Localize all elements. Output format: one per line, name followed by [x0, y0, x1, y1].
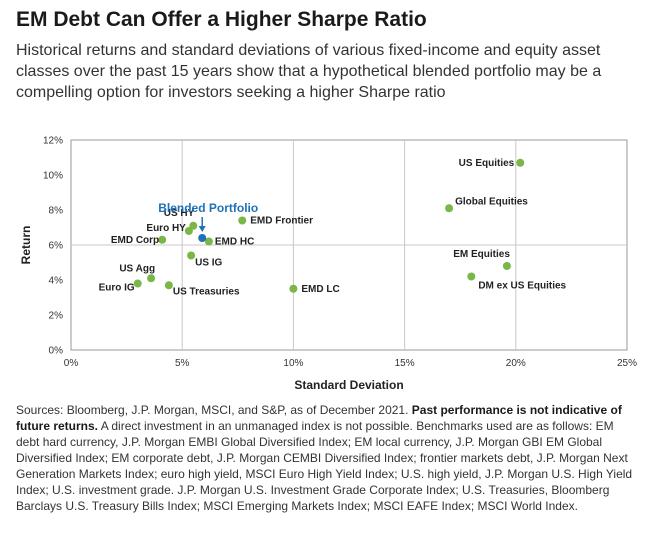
sources-disclaimer: Past performance is not indicative of fu… [16, 403, 622, 433]
data-point [133, 279, 142, 288]
x-tick-label: 0% [64, 358, 79, 369]
data-point [516, 158, 525, 167]
data-labels: US Equities Global Equities EM Equities DM … [99, 158, 567, 298]
x-tick-label: 10% [283, 358, 303, 369]
data-point [189, 221, 198, 230]
data-label: US IG [195, 258, 222, 269]
x-tick-label: 15% [395, 358, 415, 369]
data-point [445, 204, 454, 213]
scatter-chart: 0% 5% 10% 15% 20% 25% 0% 2% 4% 6% 8% 10% 12% Standar… [19, 136, 637, 393]
data-label: Euro IG [99, 283, 135, 294]
blended-portfolio-label: Blended Portfolio [158, 201, 258, 215]
data-label: Euro HY [146, 223, 186, 234]
sources-prefix: Sources: Bloomberg, J.P. Morgan, MSCI, a… [16, 403, 412, 417]
data-point [147, 274, 156, 283]
data-label: EMD HC [215, 237, 254, 248]
data-point [204, 237, 213, 246]
data-point [502, 262, 511, 270]
x-axis-title: Standard Deviation [294, 378, 403, 392]
axis-ticks: 0% 5% 10% 15% 20% 25% 0% 2% 4% 6% 8% 10% 12% [43, 136, 637, 370]
data-point [164, 281, 173, 290]
data-label: EM Equities [453, 249, 510, 260]
y-tick-label: 0% [49, 346, 64, 357]
data-point [184, 227, 193, 235]
data-label: US HY [164, 208, 195, 219]
y-tick-label: 2% [49, 311, 64, 322]
gridlines [70, 139, 628, 351]
data-label: US Agg [119, 263, 155, 274]
sources-note: Sources: Bloomberg, J.P. Morgan, MSCI, a… [16, 402, 634, 514]
blended-portfolio-arrowhead [198, 226, 206, 232]
data-label: US Equities [459, 158, 515, 169]
data-point [289, 284, 298, 293]
y-tick-label: 6% [49, 241, 64, 252]
data-point [158, 235, 167, 244]
y-tick-label: 12% [43, 136, 63, 147]
y-axis-title: Return [19, 226, 33, 265]
x-tick-label: 5% [175, 358, 190, 369]
chart-title: EM Debt Can Offer a Higher Sharpe Ratio [16, 8, 427, 31]
chart-subtitle: Historical returns and standard deviatio… [16, 42, 602, 101]
data-label: US Treasuries [173, 286, 240, 297]
data-points [133, 158, 525, 293]
data-label: EMD Corp [111, 235, 159, 246]
y-tick-label: 8% [49, 206, 64, 217]
data-point [238, 216, 247, 225]
data-label: EMD LC [301, 284, 339, 295]
y-tick-label: 4% [49, 276, 64, 287]
data-label: Global Equities [455, 196, 528, 207]
sources-details: A direct investment in an unmanaged inde… [16, 419, 633, 513]
data-point [187, 251, 196, 260]
x-tick-label: 20% [506, 358, 526, 369]
data-point [467, 272, 476, 281]
y-tick-label: 10% [43, 171, 63, 182]
data-label: EMD Frontier [250, 216, 313, 227]
blended-portfolio-point [198, 234, 207, 242]
data-label: DM ex US Equities [478, 281, 566, 292]
x-tick-label: 25% [617, 358, 637, 369]
